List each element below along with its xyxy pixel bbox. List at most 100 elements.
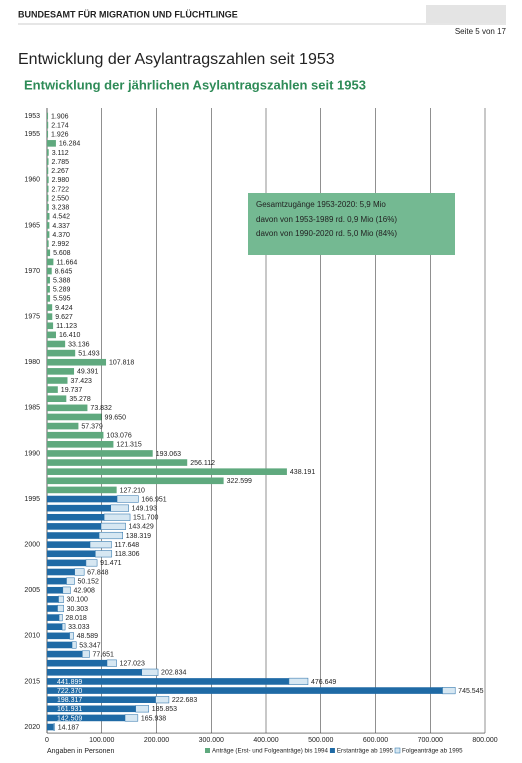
bar-inner-label: 142.509 [57,715,82,722]
total-label: 16.284 [59,141,81,148]
total-label: 5.388 [53,278,71,285]
total-label: 165.938 [141,715,166,722]
bar [47,605,58,612]
bar [62,586,71,594]
bar [47,185,49,193]
bar [47,632,70,640]
y-tick-label: 1980 [24,359,40,366]
bar [47,203,49,211]
total-label: 4.542 [52,214,70,221]
y-tick-label: 2005 [24,587,40,594]
annotation: davon von 1953-1989 rd. 0,9 Mio (16%) [256,215,397,224]
total-label: 1.906 [51,113,69,120]
total-label: 4.337 [52,223,70,230]
bar [47,149,49,156]
bar [47,322,54,330]
total-label: 2.980 [52,177,70,184]
bar [47,705,136,713]
total-label: 51.493 [78,350,100,357]
total-label: 77.651 [93,651,115,658]
bar [155,696,170,704]
total-label: 9.627 [55,314,73,321]
bar [47,477,224,485]
bar [47,112,49,120]
total-label: 151.700 [133,515,158,522]
bar [47,422,79,430]
total-label: 2.992 [52,241,70,248]
bar [103,513,131,521]
total-label: 2.174 [51,122,69,129]
y-tick-label: 1990 [24,450,40,457]
bar [47,486,117,494]
y-tick-label: 2020 [24,724,40,731]
total-label: 202.834 [161,670,186,677]
bar [47,550,96,558]
bar [47,596,59,603]
total-label: 4.370 [52,232,70,239]
bar [47,431,104,439]
total-label: 19.737 [61,387,83,394]
total-label: 11.123 [56,323,77,330]
total-label: 1.926 [51,132,69,139]
legend-swatch [205,748,210,753]
total-label: 127.210 [120,487,145,494]
total-label: 438.191 [290,469,315,476]
bar-inner-label: 161.931 [57,706,82,713]
total-label: 476.649 [311,679,336,686]
annotation: Gesamtzugänge 1953-2020: 5,9 Mio [256,200,386,209]
total-label: 121.315 [116,442,141,449]
bar [58,595,64,603]
total-label: 5.595 [53,296,71,303]
bar [89,541,112,549]
total-label: 53.347 [79,642,101,649]
bar [47,368,75,375]
y-tick-label: 2000 [24,541,40,548]
total-label: 42.908 [73,588,95,595]
bar [47,386,58,393]
x-tick-label: 300.000 [199,737,224,744]
bar [47,176,49,184]
bar [47,669,142,676]
bar [124,714,139,722]
y-tick-label: 1955 [24,131,40,138]
bar [47,395,67,403]
bar [47,504,111,512]
bar [47,295,51,302]
y-tick-label: 1960 [24,177,40,184]
bar [71,641,77,649]
legend-label: Folgeanträge ab 1995 [402,748,463,755]
bar [47,723,54,731]
total-label: 30.100 [66,597,88,604]
y-tick-label: 1995 [24,496,40,503]
legend-swatch [394,747,401,754]
agency: BUNDESAMT FÜR MIGRATION UND FLÜCHTLINGE [18,9,238,19]
total-label: 48.589 [77,633,99,640]
bar [47,158,49,165]
bar [47,441,114,448]
total-label: 91.471 [100,560,122,567]
total-label: 30.303 [67,606,89,613]
bar [47,714,126,722]
bar [98,531,123,540]
total-label: 745.545 [458,688,483,695]
total-label: 50.152 [77,578,99,585]
bar [110,504,129,512]
bar [47,450,153,457]
total-label: 37.423 [70,378,92,385]
total-label: 57.379 [81,423,103,430]
bar [47,623,63,631]
total-label: 118.306 [115,551,140,558]
y-tick-label: 1975 [24,313,40,320]
total-label: 2.722 [51,186,69,193]
bar [47,121,49,129]
bar [61,623,66,631]
bar [95,550,113,558]
bar [47,222,50,229]
total-label: 35.278 [69,396,91,403]
bar [47,659,107,667]
bar [47,140,56,147]
bar [47,304,53,311]
bar [47,459,188,466]
total-label: 67.848 [87,569,109,576]
total-label: 193.063 [156,451,181,458]
